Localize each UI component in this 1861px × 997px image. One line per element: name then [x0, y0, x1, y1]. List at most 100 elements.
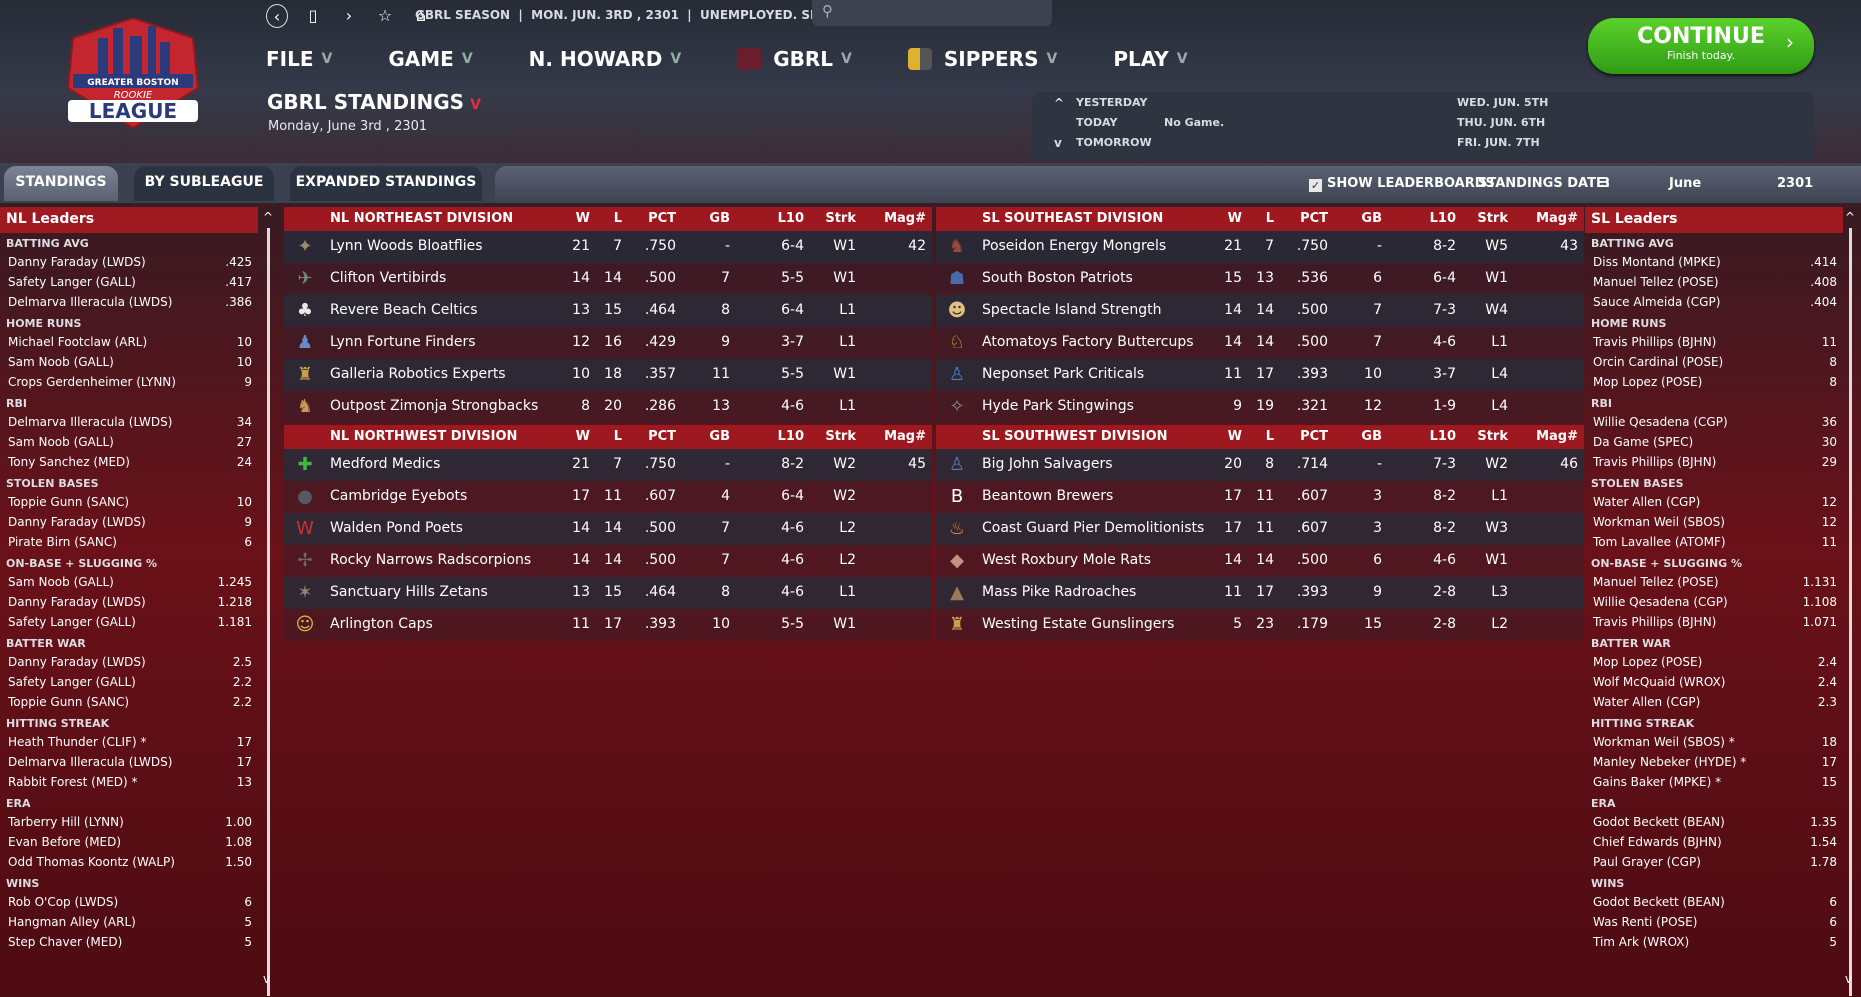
leader-player-link[interactable]: Travis Phillips (BJHN): [1593, 615, 1717, 629]
leader-row[interactable]: Water Allen (CGP) 2.3: [1585, 693, 1843, 713]
leader-row[interactable]: Da Game (SPEC) 30: [1585, 433, 1843, 453]
leader-row[interactable]: Mop Lopez (POSE) 8: [1585, 373, 1843, 393]
leader-row[interactable]: Willie Qesadena (CGP) 36: [1585, 413, 1843, 433]
tab-expanded-standings[interactable]: EXPANDED STANDINGS: [290, 166, 482, 201]
leader-player-link[interactable]: Hangman Alley (ARL): [8, 915, 136, 929]
team-row[interactable]: ● Cambridge Eyebots 17 11 .607 4 6-4 W2: [284, 481, 932, 513]
col-header-pct[interactable]: PCT: [1300, 429, 1328, 444]
leader-player-link[interactable]: Travis Phillips (BJHN): [1593, 455, 1717, 469]
leader-player-link[interactable]: Evan Before (MED): [8, 835, 122, 849]
leader-player-link[interactable]: Crops Gerdenheimer (LYNN): [8, 375, 176, 389]
chevron-down-icon[interactable]: v: [1054, 136, 1062, 150]
leader-row[interactable]: Danny Faraday (LWDS) 2.5: [0, 653, 258, 673]
leader-player-link[interactable]: Mop Lopez (POSE): [1593, 655, 1703, 669]
team-name-link[interactable]: Coast Guard Pier Demolitionists: [982, 520, 1205, 536]
team-name-link[interactable]: Mass Pike Radroaches: [982, 584, 1137, 600]
leader-player-link[interactable]: Delmarva Illeracula (LWDS): [8, 755, 173, 769]
menu-league[interactable]: GBRL V: [737, 47, 852, 71]
team-name-link[interactable]: Lynn Woods Bloatflies: [330, 238, 483, 254]
col-header-mag[interactable]: Mag#: [884, 429, 926, 444]
col-header-mag[interactable]: Mag#: [1536, 211, 1578, 226]
team-row[interactable]: ♣ Revere Beach Celtics 13 15 .464 8 6-4 L1: [284, 295, 932, 327]
scroll-thumb[interactable]: [267, 228, 270, 996]
league-logo[interactable]: GREATER BOSTON ROOKIE LEAGUE: [58, 18, 208, 138]
col-header-l10[interactable]: L10: [777, 211, 804, 226]
leader-row[interactable]: Delmarva Illeracula (LWDS) 34: [0, 413, 258, 433]
leader-player-link[interactable]: Pirate Birn (SANC): [8, 535, 117, 549]
team-row[interactable]: W Walden Pond Poets 14 14 .500 7 4-6 L2: [284, 513, 932, 545]
standings-day-select[interactable]: 3: [1601, 176, 1611, 191]
team-name-link[interactable]: Westing Estate Gunslingers: [982, 616, 1175, 632]
standings-month-select[interactable]: June: [1669, 176, 1702, 191]
leader-row[interactable]: Rabbit Forest (MED) * 13: [0, 773, 258, 793]
leader-row[interactable]: Toppie Gunn (SANC) 10: [0, 493, 258, 513]
col-header-l10[interactable]: L10: [1429, 429, 1456, 444]
team-row[interactable]: ◆ West Roxbury Mole Rats 14 14 .500 6 4-6 W1: [936, 545, 1584, 577]
leader-row[interactable]: Rob O'Cop (LWDS) 6: [0, 893, 258, 913]
leader-player-link[interactable]: Workman Weil (SBOS) *: [1593, 735, 1735, 749]
team-name-link[interactable]: West Roxbury Mole Rats: [982, 552, 1152, 568]
leader-player-link[interactable]: Workman Weil (SBOS): [1593, 515, 1725, 529]
team-name-link[interactable]: Sanctuary Hills Zetans: [330, 584, 488, 600]
col-header-l[interactable]: L: [1265, 429, 1274, 444]
leader-player-link[interactable]: Sam Noob (GALL): [8, 575, 114, 589]
leader-player-link[interactable]: Safety Langer (GALL): [8, 675, 136, 689]
leader-row[interactable]: Safety Langer (GALL) .417: [0, 273, 258, 293]
leader-row[interactable]: Sam Noob (GALL) 27: [0, 433, 258, 453]
team-row[interactable]: ♜ Westing Estate Gunslingers 5 23 .179 15 2-8 L…: [936, 609, 1584, 641]
leader-row[interactable]: Pirate Birn (SANC) 6: [0, 533, 258, 553]
leader-row[interactable]: Danny Faraday (LWDS) 1.218: [0, 593, 258, 613]
star-icon[interactable]: ☆: [377, 6, 393, 25]
col-header-l10[interactable]: L10: [1429, 211, 1456, 226]
team-row[interactable]: ♨ Coast Guard Pier Demolitionists 17 11 .607…: [936, 513, 1584, 545]
back-arrow-icon[interactable]: ‹: [266, 4, 288, 28]
scroll-thumb[interactable]: [1849, 228, 1852, 996]
team-row[interactable]: ✦ Lynn Woods Bloatflies 21 7 .750 - 6-4 W1 42: [284, 231, 932, 263]
col-header-strk[interactable]: Strk: [825, 211, 856, 226]
forward-arrow-icon[interactable]: ›: [345, 6, 353, 25]
page-icon[interactable]: ▯: [308, 6, 318, 25]
col-header-l10[interactable]: L10: [777, 429, 804, 444]
leader-player-link[interactable]: Gains Baker (MPKE) *: [1593, 775, 1722, 789]
show-leaderboards-toggle[interactable]: ✓ SHOW LEADERBOARDS: [1309, 176, 1495, 192]
menu-play[interactable]: PLAY V: [1113, 47, 1187, 71]
team-name-link[interactable]: Walden Pond Poets: [330, 520, 463, 536]
leader-player-link[interactable]: Was Renti (POSE): [1593, 915, 1698, 929]
col-header-gb[interactable]: GB: [709, 429, 730, 444]
leader-player-link[interactable]: Da Game (SPEC): [1593, 435, 1694, 449]
team-name-link[interactable]: Neponset Park Criticals: [982, 366, 1145, 382]
team-row[interactable]: ♟ Lynn Fortune Finders 12 16 .429 9 3-7 L1: [284, 327, 932, 359]
team-row[interactable]: ✚ Medford Medics 21 7 .750 - 8-2 W2 45: [284, 449, 932, 481]
col-header-w[interactable]: W: [1227, 429, 1242, 444]
leader-row[interactable]: Crops Gerdenheimer (LYNN) 9: [0, 373, 258, 393]
team-name-link[interactable]: Galleria Robotics Experts: [330, 366, 506, 382]
team-name-link[interactable]: Beantown Brewers: [982, 488, 1114, 504]
leader-row[interactable]: Orcin Cardinal (POSE) 8: [1585, 353, 1843, 373]
sl-leaders-scrollbar[interactable]: ^ v: [1845, 210, 1855, 996]
leader-player-link[interactable]: Odd Thomas Koontz (WALP): [8, 855, 175, 869]
leader-row[interactable]: Gains Baker (MPKE) * 15: [1585, 773, 1843, 793]
team-row[interactable]: ♙ Big John Salvagers 20 8 .714 - 7-3 W2 46: [936, 449, 1584, 481]
team-row[interactable]: ☻ Spectacle Island Strength 14 14 .500 7 7-3 W4: [936, 295, 1584, 327]
col-header-w[interactable]: W: [1227, 211, 1242, 226]
team-name-link[interactable]: Lynn Fortune Finders: [330, 334, 476, 350]
leader-player-link[interactable]: Danny Faraday (LWDS): [8, 515, 146, 529]
menu-game[interactable]: GAME V: [388, 47, 472, 71]
team-name-link[interactable]: Spectacle Island Strength: [982, 302, 1162, 318]
leader-player-link[interactable]: Tim Ark (WROX): [1593, 935, 1690, 949]
leader-row[interactable]: Sauce Almeida (CGP) .404: [1585, 293, 1843, 313]
col-header-l[interactable]: L: [613, 211, 622, 226]
leader-player-link[interactable]: Safety Langer (GALL): [8, 275, 136, 289]
leader-player-link[interactable]: Orcin Cardinal (POSE): [1593, 355, 1724, 369]
scroll-down-icon[interactable]: v: [1845, 972, 1853, 986]
leader-row[interactable]: Godot Beckett (BEAN) 6: [1585, 893, 1843, 913]
leader-player-link[interactable]: Willie Qesadena (CGP): [1593, 595, 1728, 609]
col-header-strk[interactable]: Strk: [1477, 211, 1508, 226]
team-name-link[interactable]: Atomatoys Factory Buttercups: [982, 334, 1194, 350]
leader-player-link[interactable]: Tom Lavallee (ATOMF): [1593, 535, 1726, 549]
col-header-pct[interactable]: PCT: [1300, 211, 1328, 226]
leader-row[interactable]: Odd Thomas Koontz (WALP) 1.50: [0, 853, 258, 873]
leader-row[interactable]: Sam Noob (GALL) 1.245: [0, 573, 258, 593]
col-header-mag[interactable]: Mag#: [1536, 429, 1578, 444]
leader-row[interactable]: Was Renti (POSE) 6: [1585, 913, 1843, 933]
